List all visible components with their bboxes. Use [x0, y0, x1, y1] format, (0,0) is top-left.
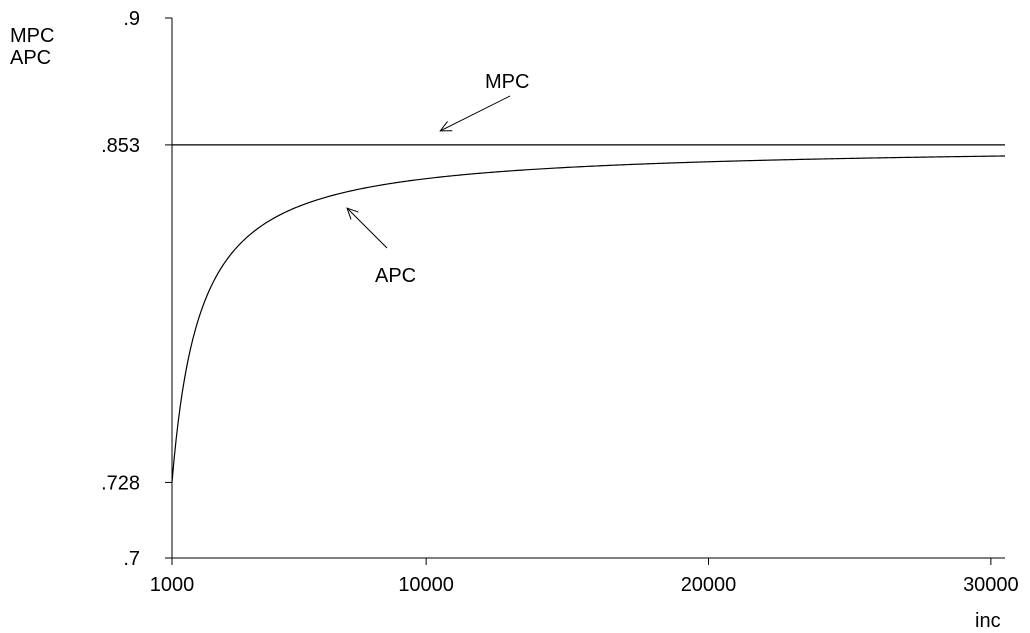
- y-tick-label-9: .9: [123, 8, 140, 30]
- x-tick-label-30000: 30000: [963, 574, 1019, 596]
- x-axis-label: inc: [975, 610, 1001, 632]
- annotation-arrowhead-apc: [346, 207, 359, 220]
- x-tick-label-1000: 1000: [150, 574, 195, 596]
- annotation-arrowhead-mpc: [439, 121, 453, 132]
- x-tick-label-10000: 10000: [398, 574, 454, 596]
- y-tick-label-728: .728: [101, 472, 140, 494]
- series-line-apc: [171, 155, 1006, 483]
- annotation-label-mpc: MPC: [485, 71, 529, 93]
- x-tick-label-20000: 20000: [681, 574, 737, 596]
- annotation-label-apc: APC: [375, 265, 416, 287]
- y-axis-ticks: .7 .728 .853 .9: [101, 8, 172, 570]
- annotations: MPC APC: [346, 71, 529, 287]
- x-axis-ticks: 1000 10000 20000 30000: [150, 558, 1019, 596]
- annotation-arrow-apc: [346, 207, 388, 249]
- y-tick-label-853: .853: [101, 135, 140, 157]
- y-axis-label-apc: APC: [10, 47, 51, 69]
- series-group: [171, 144, 1006, 483]
- y-tick-label-7: .7: [123, 548, 140, 570]
- y-axis-label-mpc: MPC: [10, 25, 54, 47]
- annotation-arrow-mpc: [440, 95, 511, 132]
